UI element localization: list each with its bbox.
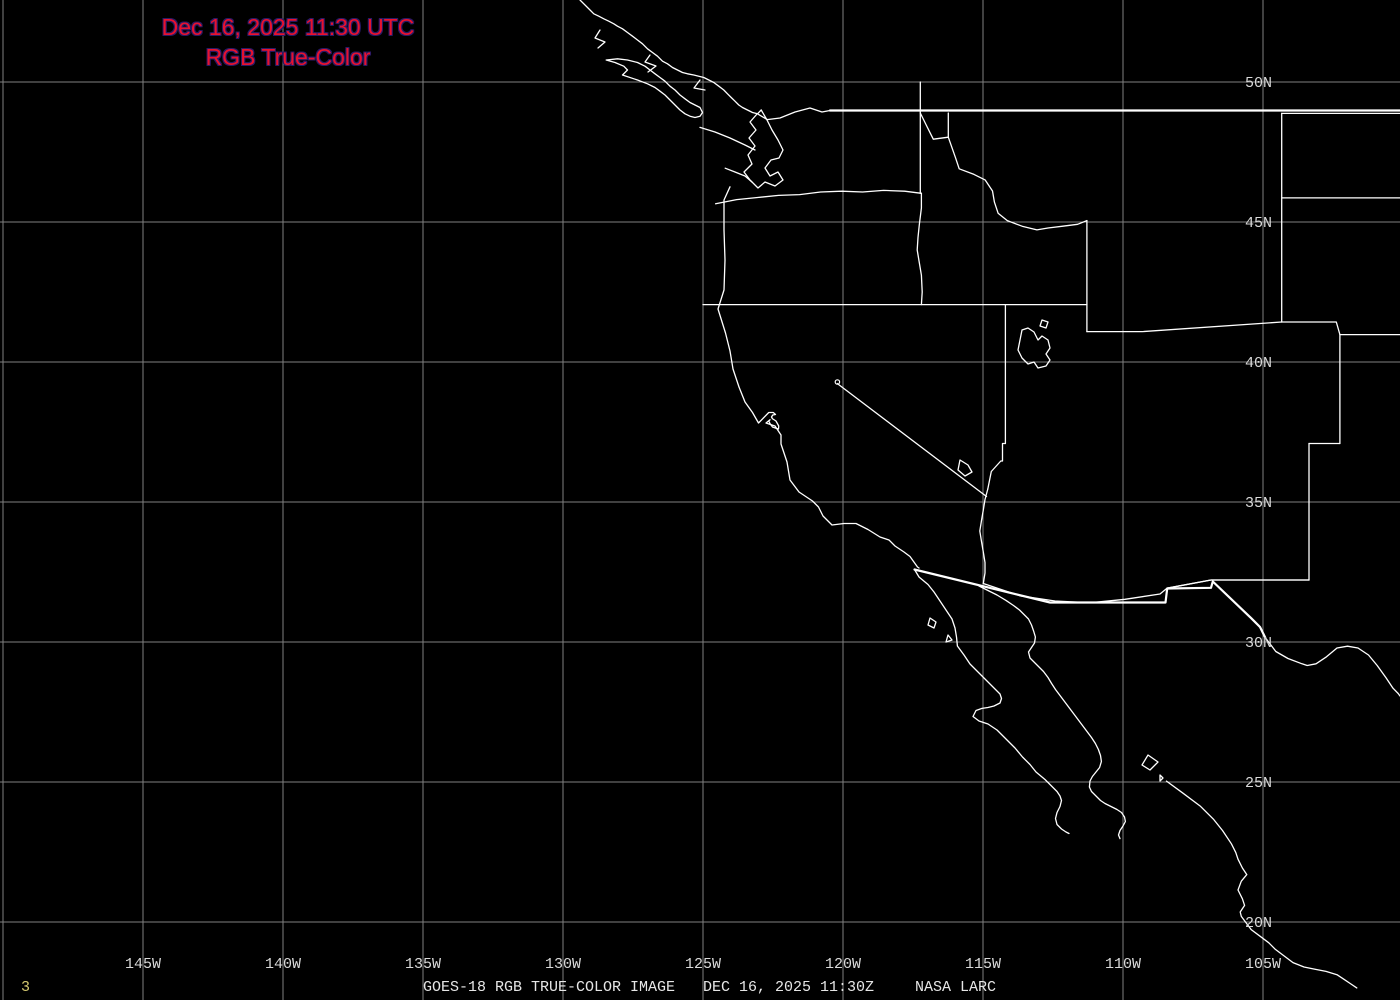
svg-text:105W: 105W [1245,956,1281,973]
svg-text:45N: 45N [1245,215,1272,232]
svg-text:110W: 110W [1105,956,1141,973]
svg-text:35N: 35N [1245,495,1272,512]
svg-text:135W: 135W [405,956,441,973]
svg-text:50N: 50N [1245,75,1272,92]
svg-text:115W: 115W [965,956,1001,973]
svg-text:30N: 30N [1245,635,1272,652]
svg-text:20N: 20N [1245,915,1272,932]
svg-text:145W: 145W [125,956,161,973]
svg-text:40N: 40N [1245,355,1272,372]
svg-text:140W: 140W [265,956,301,973]
svg-text:120W: 120W [825,956,861,973]
svg-text:130W: 130W [545,956,581,973]
svg-text:125W: 125W [685,956,721,973]
svg-text:25N: 25N [1245,775,1272,792]
